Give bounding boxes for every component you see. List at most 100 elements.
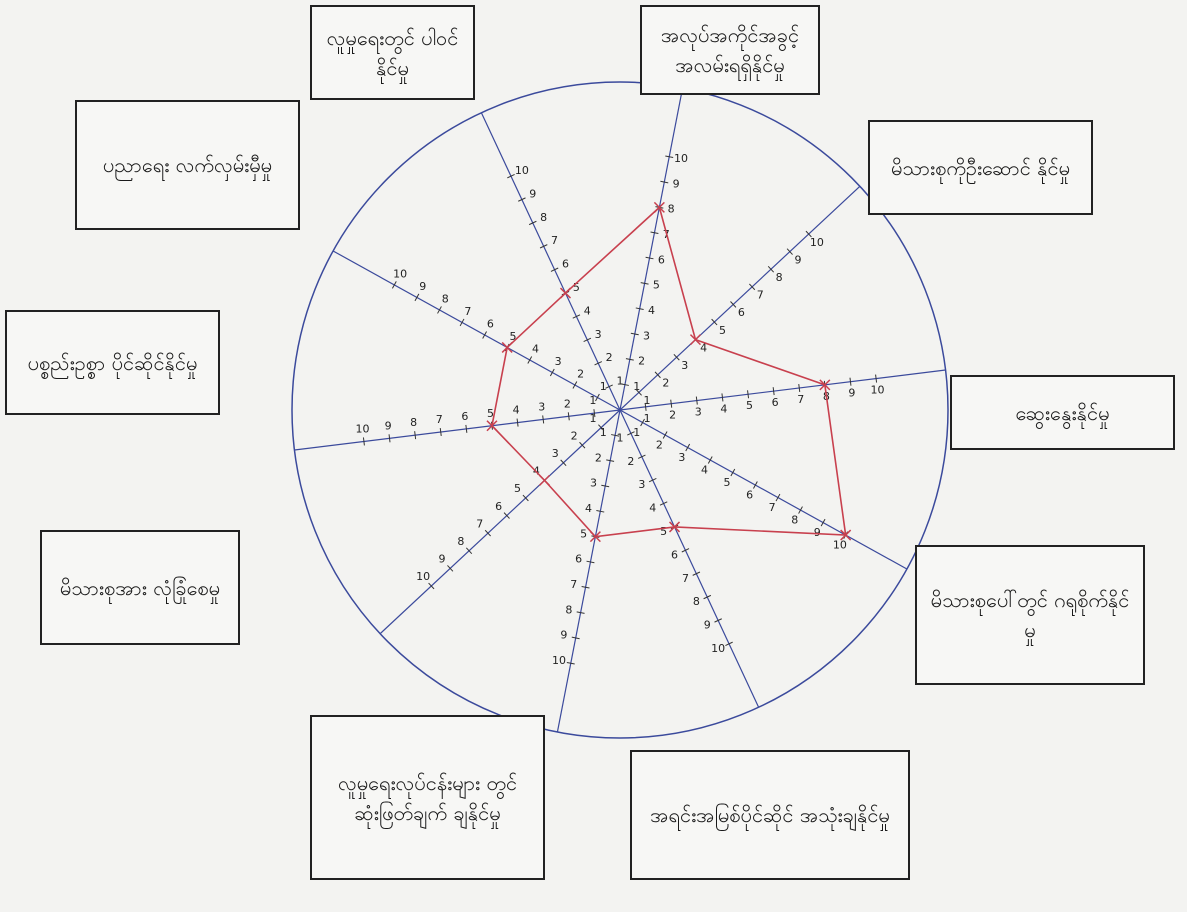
tick-mark (482, 331, 487, 339)
tick-mark (714, 618, 722, 623)
tick-mark (605, 384, 613, 389)
tick-label: 5 (724, 476, 731, 489)
axis-line (294, 409, 621, 451)
tick-label: 10 (833, 539, 847, 552)
tick-label: 3 (638, 478, 645, 491)
tick-mark (601, 484, 610, 488)
tick-mark (439, 427, 442, 437)
tick-mark (798, 383, 801, 393)
tick-mark (748, 283, 756, 291)
tick-label: 1 (617, 431, 624, 444)
tick-label: 6 (487, 317, 494, 330)
tick-mark (503, 512, 510, 519)
tick-label: 10 (810, 236, 824, 249)
tick-mark (516, 418, 519, 427)
tick-mark (428, 582, 435, 590)
tick-mark (695, 396, 698, 405)
tick-label: 10 (674, 152, 688, 165)
tick-mark (611, 434, 620, 437)
point-cross (501, 341, 513, 353)
tick-label: 7 (682, 572, 689, 585)
tick-mark (581, 586, 590, 589)
tick-mark (875, 374, 878, 383)
radar-point (486, 420, 498, 432)
tick-mark (730, 468, 736, 477)
tick-label: 4 (701, 464, 708, 477)
tick-mark (786, 248, 793, 255)
tick-label: 5 (487, 407, 494, 420)
axis-line (619, 185, 861, 411)
tick-mark (572, 314, 581, 319)
tick-mark (595, 393, 600, 402)
tick-mark (437, 306, 442, 314)
tick-label: 2 (638, 355, 645, 368)
tick-mark (721, 393, 724, 402)
tick-label: 8 (668, 203, 675, 216)
tick-mark (388, 434, 391, 443)
tick-label: 1 (589, 412, 596, 425)
tick-label: 7 (797, 393, 804, 406)
point-cross (689, 334, 702, 346)
tick-mark (518, 197, 526, 202)
tick-label: 3 (695, 405, 702, 418)
axis-label-box: လူမှုရေးတွင် ပါဝင်နိုင်မှု (310, 5, 475, 100)
radar-point (668, 521, 681, 533)
tick-mark (625, 358, 634, 361)
tick-label: 8 (540, 211, 547, 224)
tick-label: 3 (538, 401, 545, 414)
tick-mark (560, 459, 567, 467)
tick-mark (635, 389, 642, 396)
tick-mark (630, 332, 639, 336)
tick-label: 4 (720, 402, 727, 415)
point-cross (559, 287, 572, 299)
tick-mark (606, 459, 615, 462)
tick-label: 6 (575, 553, 582, 566)
tick-label: 6 (658, 253, 665, 266)
tick-label: 5 (719, 324, 726, 337)
tick-label: 8 (410, 416, 417, 429)
tick-label: 7 (436, 413, 443, 426)
tick-label: 6 (562, 258, 569, 271)
tick-label: 8 (565, 603, 572, 616)
tick-label: 2 (656, 439, 663, 452)
point-cross (538, 474, 551, 486)
tick-label: 2 (571, 429, 578, 442)
tick-mark (767, 265, 775, 273)
axis-label-box: ပစ္စည်းဥစ္စာ ပိုင်ဆိုင်နိုင်မှု (5, 310, 220, 415)
radar-point (589, 531, 601, 543)
tick-mark (665, 155, 674, 158)
axis-line (556, 409, 621, 733)
tick-label: 4 (513, 404, 520, 417)
tick-label: 9 (419, 280, 426, 293)
tick-label: 1 (644, 412, 651, 425)
axis-line (619, 409, 760, 708)
tick-mark (542, 415, 545, 424)
tick-label: 3 (552, 447, 559, 460)
tick-mark (637, 454, 646, 459)
tick-mark (593, 409, 596, 418)
tick-mark (772, 387, 775, 396)
tick-mark (596, 510, 605, 513)
tick-label: 9 (704, 619, 711, 632)
radar-point (538, 474, 551, 486)
tick-mark (820, 518, 826, 527)
axis-label-box: မိသားစုအား လုံခြုံစေမှု (40, 530, 240, 645)
tick-label: 8 (442, 292, 449, 305)
tick-mark (703, 594, 712, 600)
tick-label: 10 (711, 642, 725, 655)
tick-mark (640, 282, 649, 285)
tick-mark (747, 390, 750, 399)
radar-point (689, 334, 702, 346)
tick-mark (579, 441, 586, 449)
tick-mark (594, 361, 603, 366)
radar-point (840, 529, 852, 541)
tick-label: 10 (393, 267, 407, 280)
tick-mark (805, 230, 812, 238)
tick-label: 1 (589, 394, 596, 407)
tick-label: 10 (871, 383, 885, 396)
tick-label: 1 (600, 426, 607, 439)
tick-label: 5 (653, 279, 660, 292)
tick-mark (707, 456, 713, 464)
tick-mark (583, 337, 592, 342)
